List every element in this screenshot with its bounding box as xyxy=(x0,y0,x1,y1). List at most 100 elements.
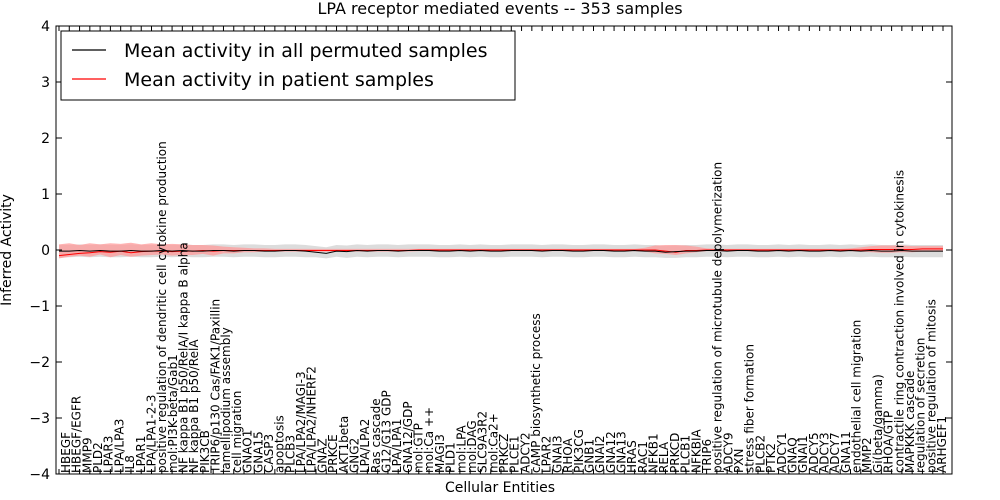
x-category-label: MMP9 xyxy=(80,437,94,473)
x-category-label: ADCY2 xyxy=(518,432,532,473)
x-category-label: MMP2 xyxy=(860,437,874,473)
x-category-label: ADCY9 xyxy=(721,432,735,473)
y-tick-label: −2 xyxy=(29,355,50,371)
y-tick-label: 2 xyxy=(41,131,50,147)
x-category-label: ARHGEF1 xyxy=(935,416,949,473)
x-category-label: NF kappa B1 p50/RelA xyxy=(187,339,201,473)
series-lines xyxy=(58,248,943,257)
x-category-label: GNAO1 xyxy=(241,430,255,473)
x-category-label: stress fiber formation xyxy=(743,344,757,473)
x-category-label: NFKB1 xyxy=(647,433,661,473)
legend-label-patient: Mean activity in patient samples xyxy=(124,69,434,91)
x-category-label: GNA13 xyxy=(615,431,629,473)
x-category-label: HBEGF/EGFR xyxy=(70,396,84,473)
x-category-label: PRKCD xyxy=(668,433,682,473)
x-category-label: mol:LPA xyxy=(454,424,468,473)
x-category-label: PLCB3 xyxy=(283,435,297,473)
x-category-label: ADCY5 xyxy=(807,432,821,473)
y-tick-label: 3 xyxy=(41,75,50,91)
x-category-label: GNB1 xyxy=(582,439,596,473)
x-category-label: PXN xyxy=(732,449,746,473)
x-category-label: HBEGF xyxy=(59,432,73,473)
x-category-label: PLD2 xyxy=(91,442,105,473)
x-category-label: LPAR3 xyxy=(102,436,116,473)
x-category-label: IL8 xyxy=(123,455,137,473)
x-category-label: mol:DAG xyxy=(465,420,479,473)
legend-box xyxy=(60,30,516,101)
x-category-label: G12/G13 GDP xyxy=(379,390,393,473)
y-tick-label: −1 xyxy=(29,299,50,315)
x-category-label: TRIP6 xyxy=(700,439,714,474)
legend-label-permuted: Mean activity in all permuted samples xyxy=(124,40,487,62)
x-category-label: AKT1beta xyxy=(337,416,351,473)
x-category-label: PTK2 xyxy=(764,443,778,473)
x-category-label: GNAZ xyxy=(315,438,329,473)
y-tick-label: 0 xyxy=(41,243,50,259)
x-category-label: PLCE1 xyxy=(508,435,522,473)
x-category-label: GNA12/GDP xyxy=(401,401,415,473)
x-category-label: GNA12 xyxy=(604,431,618,473)
y-tick-label: 4 xyxy=(41,19,50,35)
x-category-label: ADCY3 xyxy=(817,432,831,473)
x-category-label: ADCY1 xyxy=(775,432,789,473)
line-permuted xyxy=(59,250,943,254)
y-axis-label: Inferred Activity xyxy=(0,194,15,306)
x-category-label: PLD1 xyxy=(444,442,458,473)
x-category-label: LPAR1 xyxy=(134,436,148,473)
x-category-label: HRAS xyxy=(625,440,639,473)
y-axis-ticks: −4 −3 −2 −1 0 1 2 3 4 xyxy=(29,19,952,483)
x-category-label: NFKBIA xyxy=(689,428,703,473)
x-category-label: PLCB1 xyxy=(679,435,693,473)
x-category-label: PIK3CB xyxy=(198,430,212,473)
x-category-label: NF kappa B1 p50/RelA/I kappa B alpha xyxy=(177,242,191,473)
x-category-label: regulation of secretion xyxy=(914,338,928,473)
x-category-label: LPA/LPA3 xyxy=(112,419,126,473)
y-tick-label: −3 xyxy=(29,411,50,427)
x-category-label: RELA xyxy=(657,441,671,473)
x-category-label: lamellipodium assembly xyxy=(219,327,233,473)
x-category-label: PRKCE xyxy=(326,434,340,473)
x-category-label: PLCB2 xyxy=(753,435,767,473)
x-category-label: cell migration xyxy=(230,391,244,473)
x-category-label: GNAI3 xyxy=(550,435,564,473)
x-category-label: RAC1 xyxy=(636,441,650,473)
x-category-label: positive regulation of dendritic cell cy… xyxy=(155,141,169,473)
x-category-label: positive regulation of microtubule depol… xyxy=(711,162,725,473)
confidence-bands xyxy=(59,242,943,259)
x-category-label: LPAR2 xyxy=(540,436,554,473)
x-category-label: RHOA xyxy=(561,437,575,473)
x-category-label: GNA15 xyxy=(251,431,265,473)
x-category-label: GNAI2 xyxy=(593,435,607,473)
x-category-label: CASP3 xyxy=(262,434,276,473)
x-category-label: RHOA/GTP xyxy=(882,411,896,473)
x-category-label: contractile ring contraction involved in… xyxy=(892,170,906,473)
x-category-label: TRIP6/p130 Cas/FAK1/Paxillin xyxy=(209,299,223,474)
x-category-label: SLC9A3R2 xyxy=(476,411,490,473)
chart-title: LPA receptor mediated events -- 353 samp… xyxy=(317,0,682,18)
x-category-label: GNG2 xyxy=(347,438,361,473)
x-category-label: PIK3CG xyxy=(572,429,586,473)
x-category-label: mol:Ca2+ xyxy=(486,413,500,473)
y-tick-label: −4 xyxy=(29,467,50,483)
x-category-label: Ras cascade xyxy=(369,398,383,473)
x-category-label: PRKCZ xyxy=(497,434,511,473)
x-category-label: ADCY7 xyxy=(828,432,842,473)
x-axis-category-labels: HBEGFHBEGF/EGFRMMP9PLD2LPAR3LPA/LPA3IL8L… xyxy=(59,141,949,474)
x-axis-ticks xyxy=(58,26,944,474)
x-category-label: mol:PI3K-beta/Gab1 xyxy=(166,354,180,473)
legend: Mean activity in all permuted samples Me… xyxy=(60,30,516,101)
x-category-label: apoptosis xyxy=(273,415,287,473)
y-tick-label: 1 xyxy=(41,187,50,203)
x-category-label: Gi(beta/gamma) xyxy=(871,374,885,473)
x-axis-label: Cellular Entities xyxy=(445,480,555,496)
x-category-label: GNAI1 xyxy=(796,435,810,473)
x-category-label: LPA/LPA1-2-3 xyxy=(144,395,158,473)
x-category-label: LPA/LPA2/MAGI-3 xyxy=(294,371,308,473)
x-category-label: endothelial cell migration xyxy=(850,320,864,473)
x-category-label: GNAQ xyxy=(785,437,799,473)
x-category-label: mol:Ca ++ xyxy=(422,407,436,473)
band-patient xyxy=(59,242,943,259)
x-category-label: cAMP biosynthetic process xyxy=(529,313,543,473)
x-category-label: positive regulation of mitosis xyxy=(924,299,938,473)
